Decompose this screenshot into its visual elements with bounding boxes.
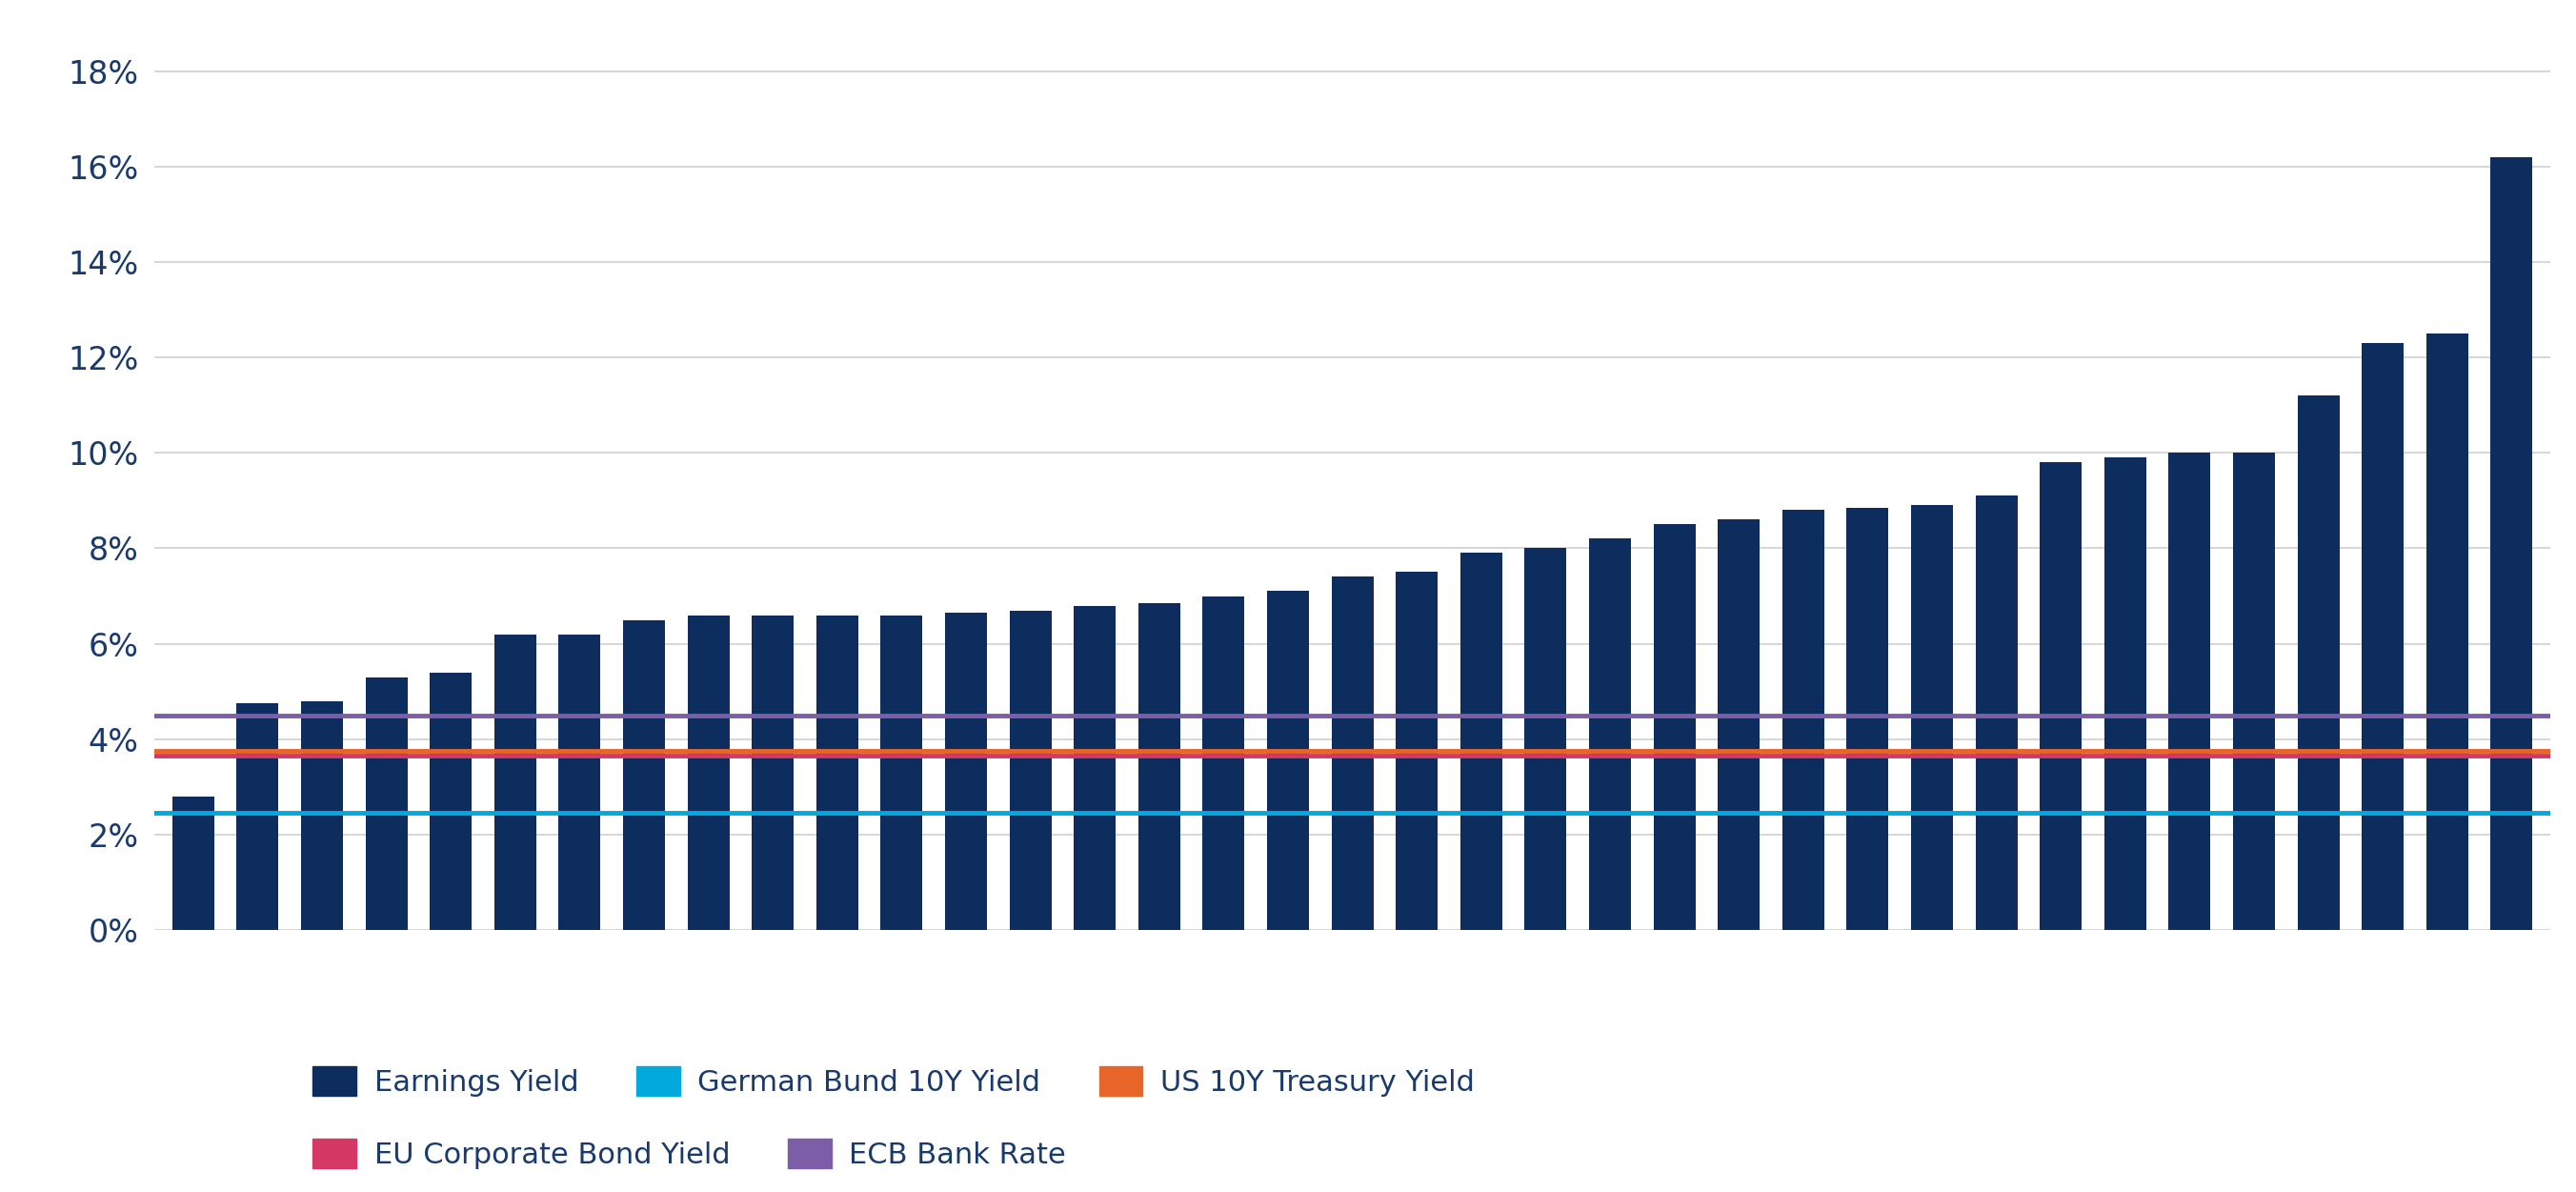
Bar [1461,553,1502,930]
Bar [1976,496,2017,930]
Bar [1847,508,1888,930]
Bar [1010,610,1051,930]
Bar [559,634,600,930]
Bar [688,615,729,930]
Bar [2491,157,2532,930]
Bar [1589,539,1631,930]
Bar [173,796,214,930]
Bar [1783,510,1824,930]
Legend: EU Corporate Bond Yield, ECB Bank Rate: EU Corporate Bond Yield, ECB Bank Rate [312,1138,1066,1169]
Bar [1525,548,1566,930]
Bar [1654,524,1695,930]
Bar [1267,591,1309,930]
Bar [1203,596,1244,930]
Bar [752,615,793,930]
Bar [1396,572,1437,930]
Bar [430,672,471,930]
Bar [301,701,343,930]
Bar [2298,396,2339,930]
Bar [237,703,278,930]
Bar [2362,343,2403,930]
Bar [1718,520,1759,930]
Bar [2169,453,2210,930]
Bar [945,613,987,930]
Bar [2233,453,2275,930]
Bar [1139,603,1180,930]
Bar [2427,334,2468,930]
Bar [881,615,922,930]
Bar [623,620,665,930]
Bar [817,615,858,930]
Bar [1911,505,1953,930]
Bar [1332,577,1373,930]
Bar [1074,606,1115,930]
Bar [2105,458,2146,930]
Bar [366,677,407,930]
Bar [495,634,536,930]
Bar [2040,462,2081,930]
